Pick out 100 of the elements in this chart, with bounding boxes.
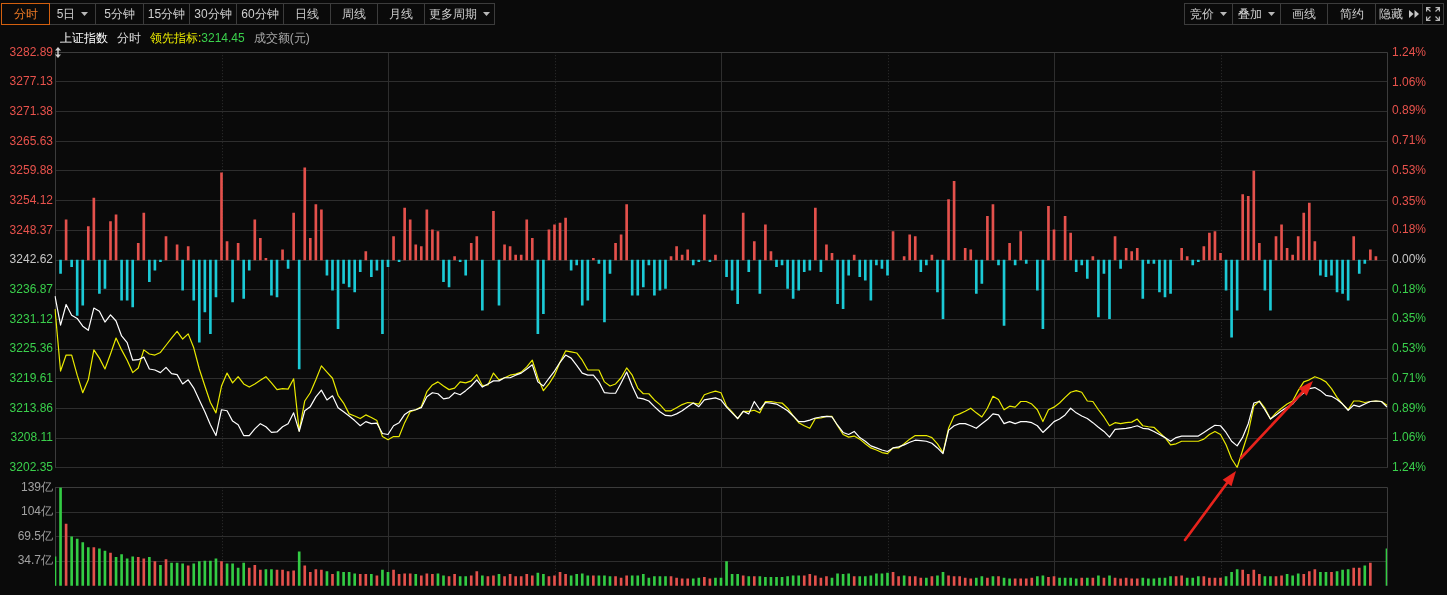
bar bbox=[142, 558, 146, 586]
bar bbox=[764, 576, 767, 586]
bar bbox=[1241, 569, 1245, 586]
bar bbox=[475, 571, 479, 586]
bar bbox=[1269, 576, 1272, 586]
bar bbox=[408, 573, 412, 586]
bar bbox=[408, 219, 412, 261]
bar bbox=[553, 224, 556, 261]
bar bbox=[1130, 578, 1134, 586]
bar bbox=[197, 561, 201, 586]
y-tick-label: 3277.13 bbox=[9, 74, 54, 89]
text: 隐藏 bbox=[1379, 5, 1403, 23]
bar bbox=[1158, 259, 1161, 293]
bar bbox=[586, 575, 590, 586]
bar bbox=[292, 570, 295, 586]
bar bbox=[969, 249, 973, 261]
bar bbox=[148, 259, 151, 283]
bar bbox=[364, 574, 368, 586]
text: 领先指标:3214.45 bbox=[150, 31, 245, 45]
bar bbox=[1047, 206, 1050, 261]
bar bbox=[453, 574, 456, 586]
bar bbox=[1252, 569, 1256, 586]
bar bbox=[808, 574, 812, 586]
bar bbox=[1246, 574, 1250, 586]
bar bbox=[825, 576, 828, 586]
bar bbox=[1269, 259, 1272, 311]
bar bbox=[59, 487, 62, 586]
bar bbox=[381, 569, 384, 586]
bar bbox=[875, 573, 878, 586]
bar bbox=[331, 574, 334, 586]
bar bbox=[741, 212, 745, 261]
bar bbox=[963, 577, 967, 586]
bar bbox=[1302, 574, 1306, 586]
bar bbox=[653, 259, 656, 296]
bar bbox=[1357, 259, 1361, 274]
bar bbox=[1141, 577, 1145, 586]
bar bbox=[963, 247, 967, 261]
bar bbox=[1280, 575, 1283, 586]
bar bbox=[525, 219, 529, 261]
bar bbox=[464, 259, 468, 276]
bar bbox=[974, 577, 978, 586]
bar bbox=[614, 242, 617, 261]
bar bbox=[148, 557, 151, 586]
bar bbox=[586, 259, 590, 301]
bar bbox=[1008, 242, 1011, 261]
bar bbox=[958, 576, 961, 586]
bar bbox=[675, 246, 678, 261]
bar bbox=[863, 576, 867, 586]
bar bbox=[342, 259, 345, 284]
bar bbox=[625, 204, 628, 261]
bar bbox=[802, 259, 806, 273]
bar bbox=[697, 259, 701, 263]
bar bbox=[253, 219, 257, 261]
bar bbox=[292, 212, 295, 261]
bar bbox=[1369, 249, 1372, 261]
y-tick-label: 3242.62 bbox=[9, 252, 54, 267]
bar bbox=[1080, 259, 1084, 266]
text: 5日 bbox=[56, 5, 76, 23]
bar bbox=[974, 259, 978, 294]
bar bbox=[259, 569, 262, 586]
bar bbox=[1330, 571, 1333, 586]
bar bbox=[664, 259, 667, 289]
bar bbox=[886, 572, 889, 586]
bar bbox=[481, 259, 484, 311]
bar bbox=[75, 538, 79, 586]
bar bbox=[1307, 202, 1311, 261]
bar bbox=[1019, 231, 1023, 261]
bar bbox=[1280, 224, 1283, 261]
bar bbox=[825, 244, 828, 261]
bar bbox=[1196, 259, 1200, 263]
bar bbox=[802, 575, 806, 586]
bar bbox=[442, 575, 445, 586]
y-tick-label: 34.7亿 bbox=[17, 553, 53, 568]
bar bbox=[936, 259, 939, 293]
bar bbox=[752, 241, 756, 261]
text: 画线 bbox=[1292, 5, 1316, 23]
bar bbox=[553, 575, 556, 586]
bar bbox=[703, 214, 706, 261]
bar bbox=[131, 556, 135, 586]
bar bbox=[1363, 259, 1367, 264]
bar bbox=[1036, 576, 1039, 586]
bar bbox=[159, 259, 162, 263]
bar bbox=[852, 254, 856, 261]
bar bbox=[1074, 259, 1078, 273]
bar bbox=[1185, 256, 1189, 261]
text: 60分钟 bbox=[241, 5, 279, 23]
bar bbox=[1352, 567, 1356, 586]
bar bbox=[270, 569, 273, 586]
bar bbox=[353, 259, 357, 293]
bar bbox=[1291, 254, 1294, 261]
bar bbox=[1191, 259, 1195, 266]
bar bbox=[220, 172, 223, 261]
bar bbox=[575, 574, 579, 586]
bar bbox=[492, 211, 495, 261]
bar bbox=[1085, 259, 1089, 279]
bar bbox=[469, 575, 473, 586]
bar bbox=[1080, 577, 1084, 586]
bar bbox=[1169, 259, 1172, 294]
bar bbox=[86, 226, 90, 261]
text: 更多周期 bbox=[429, 5, 477, 23]
